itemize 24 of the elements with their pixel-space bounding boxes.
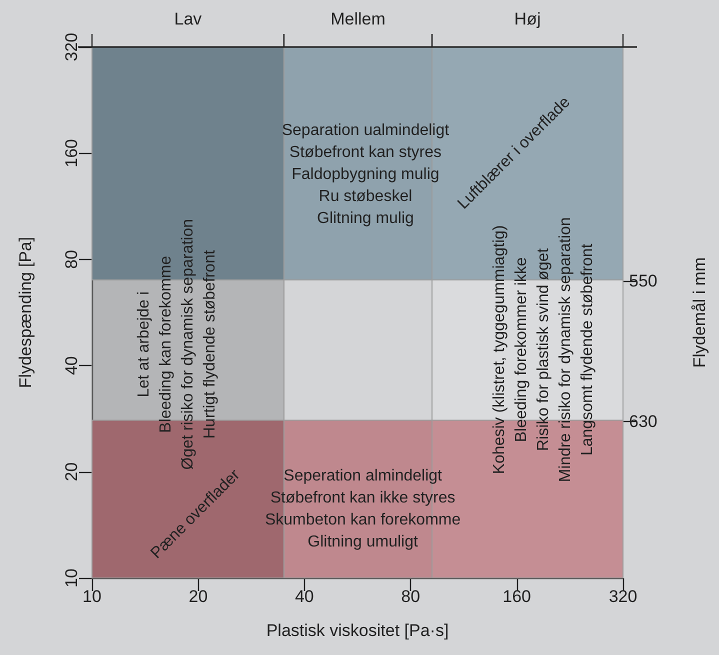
annotation: Let at arbejde i Bleeding kan forekomme Øget risiko for dynamisk separation Hurtigt flydende støbefront: [135, 218, 218, 470]
y-axis-title: Flydespænding [Pa]: [16, 236, 35, 388]
y-tick-label: 320: [62, 32, 81, 62]
y2-axis-title: Flydemål i mm: [690, 257, 709, 368]
annotation: Seperation almindeligt Støbefront kan ikke styres Skumbeton kan forekomme Glitning umuligt: [264, 467, 461, 550]
band-label: Høj: [514, 10, 541, 28]
annotation: Separation ualmindeligt Støbefront kan styres Faldopbygning mulig Ru støbeskel Glitning mulig: [282, 122, 450, 227]
x-tick-label: 20: [188, 587, 208, 606]
x-tick-label: 10: [82, 587, 102, 606]
band-label: Lav: [174, 10, 202, 28]
y-tick-label: 80: [62, 250, 81, 269]
y2-tick-label: 630: [629, 412, 658, 432]
x-tick-label: 320: [608, 587, 638, 606]
y2-tick-label: 550: [629, 271, 658, 290]
x-axis-title: Plastisk viskositet [Pa·s]: [266, 621, 449, 640]
x-tick-label: 40: [294, 587, 314, 606]
annotation: Kohesiv (klistret, tyggegummiagtig) Bleeding forekommer ikke Risiko for plastisk svind øget Mindre risiko for dynamisk separation Langsomt flydende støbefront: [490, 217, 596, 482]
band-label: Mellem: [330, 10, 386, 28]
x-tick-label: 160: [502, 587, 531, 606]
y-tick-label: 10: [62, 568, 81, 588]
y-tick-label: 160: [62, 139, 81, 168]
y-tick-label: 20: [62, 462, 81, 482]
y-tick-label: 40: [62, 356, 81, 376]
x-tick-label: 80: [401, 587, 420, 606]
